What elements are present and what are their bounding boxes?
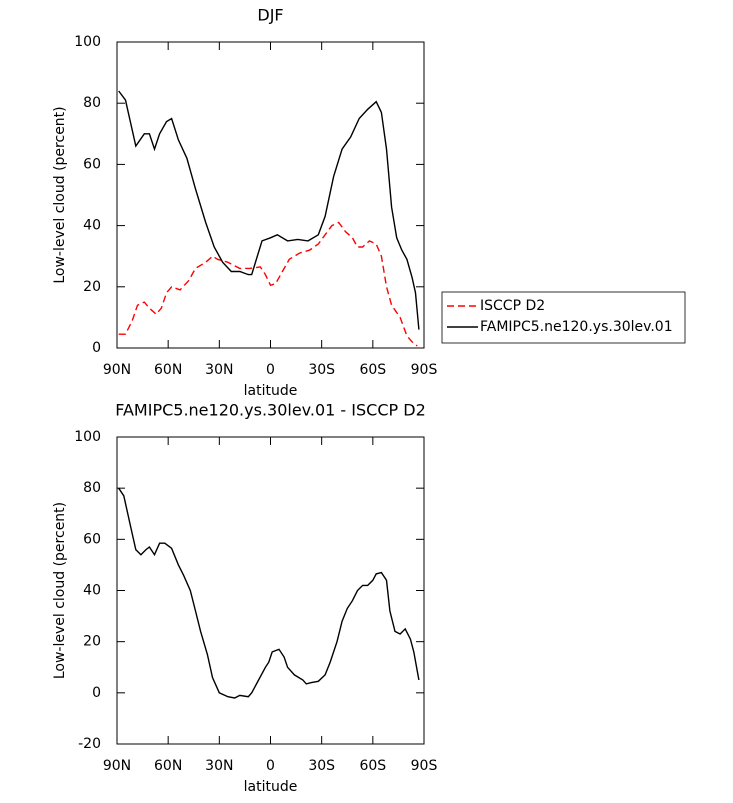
x-tick-label: 30N: [205, 758, 233, 774]
y-tick-label: 20: [83, 634, 101, 650]
x-tick-label: 60N: [154, 362, 182, 378]
x-tick-label: 30N: [205, 362, 233, 378]
line-series: [118, 221, 418, 347]
y-tick-label: 80: [83, 95, 101, 111]
x-tick-label: 90N: [103, 362, 131, 378]
plot-frame: [116, 436, 425, 745]
y-axis-label: Low-level cloud (percent): [52, 106, 68, 283]
y-tick-label: 0: [92, 340, 101, 356]
x-tick-label: 60S: [359, 758, 386, 774]
x-tick-label: 60S: [359, 362, 386, 378]
x-tick-label: 90S: [411, 362, 438, 378]
legend-label: FAMIPC5.ne120.ys.30lev.01: [480, 319, 673, 335]
x-tick-label: 90N: [103, 758, 131, 774]
legend-label: ISCCP D2: [480, 298, 545, 314]
y-tick-label: -20: [78, 736, 101, 752]
y-tick-label: 80: [83, 480, 101, 496]
x-tick-label: 90S: [411, 758, 438, 774]
y-tick-label: 20: [83, 279, 101, 295]
y-tick-label: 60: [83, 156, 101, 172]
x-tick-label: 30S: [308, 362, 335, 378]
y-tick-label: 60: [83, 531, 101, 547]
line-series: [118, 90, 420, 330]
x-tick-label: 0: [266, 758, 275, 774]
legend-box: [441, 291, 686, 344]
chart-title: DJF: [257, 6, 283, 25]
y-tick-label: 100: [74, 429, 101, 445]
chart-title: FAMIPC5.ne120.ys.30lev.01 - ISCCP D2: [115, 401, 426, 420]
y-tick-label: 0: [92, 685, 101, 701]
y-tick-label: 40: [83, 218, 101, 234]
line-series: [118, 487, 420, 699]
y-tick-label: 100: [74, 34, 101, 50]
x-axis-label: latitude: [244, 779, 298, 795]
x-tick-label: 0: [266, 362, 275, 378]
y-tick-label: 40: [83, 583, 101, 599]
y-axis-label: Low-level cloud (percent): [52, 502, 68, 679]
x-tick-label: 60N: [154, 758, 182, 774]
x-tick-label: 30S: [308, 758, 335, 774]
x-axis-label: latitude: [244, 383, 298, 399]
